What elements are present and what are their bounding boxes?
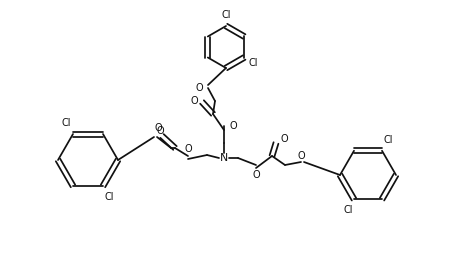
Text: O: O	[154, 123, 162, 133]
Text: O: O	[156, 126, 164, 136]
Text: Cl: Cl	[221, 10, 231, 20]
Text: Cl: Cl	[249, 58, 258, 68]
Text: Cl: Cl	[383, 135, 393, 145]
Text: O: O	[280, 134, 288, 144]
Text: O: O	[184, 144, 192, 154]
Text: O: O	[252, 170, 260, 180]
Text: O: O	[195, 83, 203, 93]
Text: Cl: Cl	[343, 205, 353, 215]
Text: N: N	[220, 153, 228, 163]
Text: O: O	[297, 151, 305, 161]
Text: Cl: Cl	[105, 192, 114, 202]
Text: O: O	[229, 121, 237, 131]
Text: Cl: Cl	[62, 118, 71, 128]
Text: O: O	[190, 96, 198, 106]
